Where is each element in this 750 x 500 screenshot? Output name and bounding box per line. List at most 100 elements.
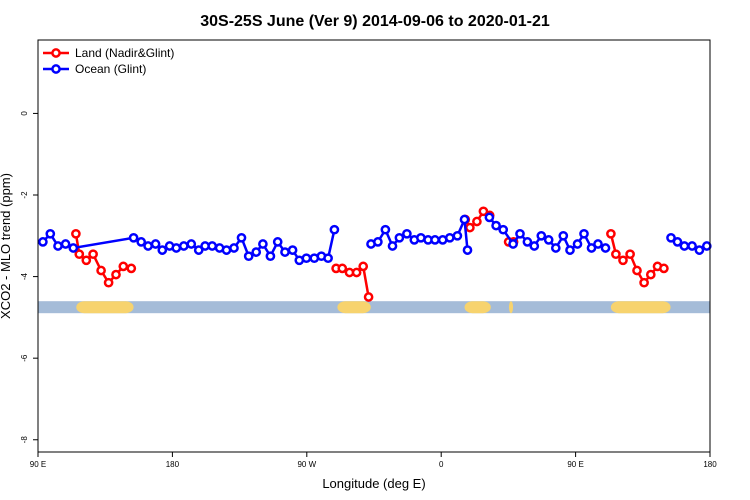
ocean-point-2-8 — [543, 235, 554, 245]
land-point-4-8 — [659, 263, 669, 274]
ocean-point-0-33 — [329, 224, 340, 235]
x-axis-label: Longitude (deg E) — [322, 476, 425, 491]
ocean-point-1-14 — [462, 245, 473, 255]
land-band-segment-2 — [464, 301, 491, 314]
ocean-point-0-14 — [193, 245, 204, 255]
x-tick-label-5: 180 — [703, 460, 717, 469]
ocean-point-2-14 — [586, 243, 597, 253]
surface-band — [38, 301, 710, 314]
ocean-point-1-4 — [394, 232, 405, 243]
land-point-4-6 — [645, 269, 656, 280]
ocean-point-2-13 — [579, 228, 589, 239]
ocean-point-2-1 — [491, 220, 501, 231]
ocean-legend-marker — [51, 64, 61, 74]
land-point-0-1 — [74, 249, 85, 260]
land-point-0-4 — [96, 265, 106, 276]
land-band-segment-3 — [508, 301, 514, 314]
ocean-point-0-1 — [45, 228, 56, 239]
ocean-point-2-5 — [522, 237, 533, 247]
land-band-segment-4 — [610, 301, 671, 314]
ocean-point-1-9 — [430, 235, 440, 245]
ocean-point-0-24 — [265, 251, 276, 262]
x-tick-label-4: 90 E — [567, 460, 583, 469]
ocean-point-0-9 — [157, 245, 168, 255]
ocean-point-2-6 — [529, 241, 540, 251]
land-legend-marker — [51, 48, 61, 58]
ocean-point-0-16 — [207, 241, 218, 251]
ocean-point-0-25 — [272, 237, 283, 247]
ocean-point-1-11 — [444, 232, 455, 243]
land-band-segment-1 — [337, 301, 371, 314]
y-tick-label-1: -2 — [20, 191, 29, 199]
x-tick-label-2: 90 W — [297, 460, 316, 469]
plot-frame — [37, 39, 711, 453]
land-point-1-4 — [358, 261, 369, 272]
land-legend-label: Land (Nadir&Glint) — [75, 46, 174, 60]
ocean-point-2-10 — [558, 230, 569, 241]
ocean-point-0-6 — [136, 237, 147, 247]
ocean-band — [38, 301, 710, 314]
land-point-4-3 — [625, 249, 635, 260]
ocean-point-0-19 — [229, 243, 239, 253]
ocean-point-3-0 — [666, 232, 676, 243]
ocean-point-1-3 — [387, 241, 398, 251]
land-point-1-3 — [351, 267, 362, 278]
ocean-point-0-13 — [186, 239, 197, 249]
ocean-point-0-32 — [323, 253, 333, 264]
land-point-2-3 — [478, 206, 489, 217]
ocean-point-2-7 — [536, 230, 547, 241]
land-point-4-2 — [618, 255, 628, 266]
ocean-point-2-9 — [550, 243, 561, 253]
ocean-point-0-23 — [258, 239, 268, 249]
ocean-point-3-3 — [687, 241, 697, 251]
land-point-0-8 — [126, 263, 137, 274]
ocean-point-1-5 — [402, 228, 412, 239]
ocean-point-0-5 — [128, 232, 139, 243]
ocean-point-0-2 — [53, 241, 63, 251]
land-point-4-4 — [632, 265, 642, 276]
ocean-point-0-18 — [221, 245, 232, 255]
ocean-point-0-21 — [243, 251, 254, 262]
y-tick-label-0: 0 — [20, 111, 29, 116]
ocean-point-0-12 — [178, 241, 189, 251]
series-layer — [38, 206, 712, 302]
land-point-0-6 — [111, 269, 121, 280]
ocean-point-0-11 — [171, 243, 182, 253]
ocean-point-3-1 — [672, 237, 683, 247]
y-tick-label-3: -6 — [20, 354, 29, 362]
land-point-0-5 — [103, 277, 114, 288]
x-tick-label-1: 180 — [166, 460, 180, 469]
ocean-point-2-11 — [565, 245, 575, 255]
legend: Land (Nadir&Glint) Ocean (Glint) — [43, 46, 174, 76]
ocean-point-0-8 — [150, 239, 161, 249]
ocean-point-1-13 — [459, 214, 470, 225]
land-point-0-3 — [88, 249, 98, 260]
x-tick-label-0: 90 E — [30, 460, 46, 469]
ocean-point-2-4 — [515, 228, 525, 239]
y-axis-label: XCO2 - MLO trend (ppm) — [0, 173, 13, 319]
ocean-point-0-29 — [301, 253, 312, 264]
y-axis: 0 -2 -4 -6 -8 — [20, 111, 38, 443]
land-point-0-0 — [71, 228, 81, 239]
ocean-point-1-12 — [452, 230, 463, 241]
ocean-point-3-2 — [679, 241, 690, 251]
land-point-4-5 — [639, 277, 649, 288]
ocean-point-3-4 — [694, 245, 705, 255]
ocean-point-2-16 — [600, 243, 611, 253]
ocean-point-2-15 — [593, 239, 603, 249]
ocean-point-2-12 — [572, 239, 583, 249]
land-point-0-2 — [81, 255, 92, 266]
chart-title: 30S-25S June (Ver 9) 2014-09-06 to 2020-… — [200, 13, 550, 30]
ocean-point-0-26 — [280, 247, 290, 257]
ocean-point-0-7 — [143, 241, 153, 251]
x-axis: 90 E 180 90 W 0 90 E 180 — [30, 452, 717, 469]
y-tick-label-2: -4 — [20, 272, 29, 280]
land-point-4-0 — [606, 228, 616, 239]
land-point-0-7 — [118, 261, 129, 272]
land-point-2-1 — [465, 222, 475, 233]
land-point-4-1 — [611, 249, 621, 260]
ocean-point-0-4 — [68, 243, 79, 253]
ocean-point-0-20 — [236, 232, 247, 243]
ocean-point-0-3 — [60, 239, 71, 249]
